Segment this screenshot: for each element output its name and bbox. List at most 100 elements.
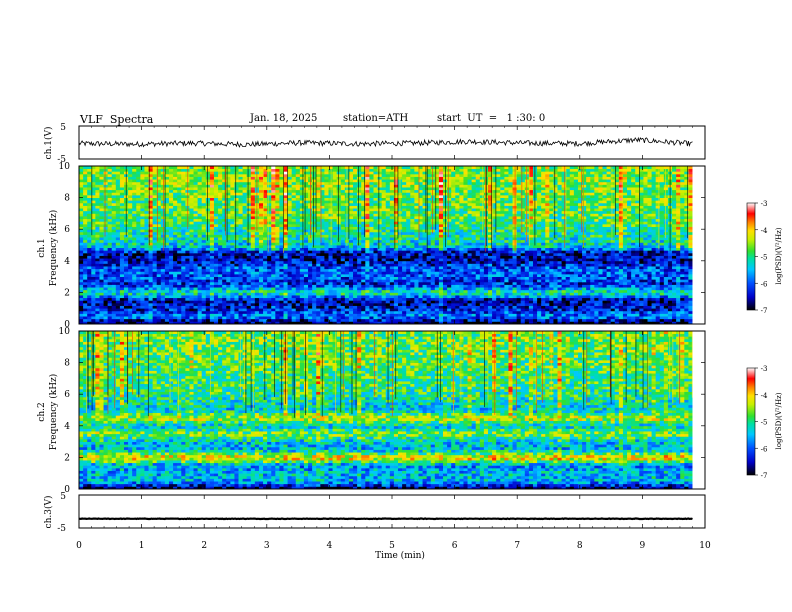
spectrogram-cell <box>79 266 84 270</box>
spectrogram-cell <box>242 245 248 249</box>
spectrogram-cell <box>680 250 685 254</box>
spectrogram-cell <box>267 239 272 243</box>
spectrogram-cell <box>537 316 542 320</box>
spectrogram-cell <box>193 292 199 296</box>
spectrogram-cell <box>610 289 616 293</box>
spectrogram-cell <box>627 258 632 262</box>
spectrogram-cell <box>549 239 554 243</box>
spectrogram-cell <box>189 276 194 280</box>
spectrogram-cell <box>111 247 117 251</box>
spectrogram-cell <box>316 321 321 325</box>
spectrogram-cell <box>353 255 358 259</box>
spectrogram-cell <box>128 252 133 256</box>
spectrogram-cell <box>663 310 669 314</box>
spectrogram-cell <box>254 237 260 241</box>
spectrogram-cell <box>487 260 493 264</box>
spectrogram-cell <box>140 255 145 259</box>
spectrogram-cell <box>393 250 399 254</box>
spectrogram-cell <box>541 289 546 293</box>
spectrogram-cell <box>422 284 428 288</box>
spectrogram-cell <box>144 281 149 285</box>
spectrogram-cell <box>577 276 583 280</box>
spectrogram-cell <box>643 273 648 277</box>
spectrogram-cell <box>635 245 640 249</box>
spectrogram-cell <box>258 247 264 251</box>
spectrogram-cell <box>487 252 493 256</box>
spectrogram-cell <box>267 245 272 249</box>
spectrogram-cell <box>610 321 616 325</box>
spectrogram-cell <box>91 281 96 285</box>
spectrogram-cell <box>344 281 350 285</box>
spectrogram-cell <box>320 281 325 285</box>
spectrogram-cell <box>168 289 174 293</box>
spectrogram-cell <box>140 302 145 306</box>
spectrogram-cell <box>569 297 575 301</box>
spectrogram-cell <box>418 279 423 283</box>
spectrogram-cell <box>160 242 166 246</box>
spectrogram-cell <box>651 245 657 249</box>
spectrogram-cell <box>91 276 96 280</box>
spectrogram-cell <box>283 305 288 309</box>
spectrogram-cell <box>168 237 174 241</box>
spectrogram-cell <box>557 316 562 320</box>
spectrogram-cell <box>152 316 158 320</box>
spectrogram-cell <box>475 263 481 267</box>
spectrogram-cell <box>532 295 538 299</box>
spectrogram-cell <box>455 258 460 262</box>
spectrogram-cell <box>234 302 239 306</box>
spectrogram-cell <box>173 247 178 251</box>
spectrogram-cell <box>107 284 113 288</box>
spectrogram-cell <box>160 260 166 264</box>
spectrogram-cell <box>667 287 673 291</box>
spectrogram-cell <box>438 260 444 264</box>
spectrogram-cell <box>676 255 681 259</box>
spectrogram-cell <box>385 273 391 277</box>
spectrogram-cell <box>463 313 468 317</box>
spectrogram-cell <box>496 308 501 312</box>
spectrogram-cell <box>622 308 628 312</box>
spectrogram-cell <box>426 258 432 262</box>
spectrogram-cell <box>598 308 603 312</box>
spectrogram-cell <box>684 260 689 264</box>
spectrogram-cell <box>680 276 685 280</box>
spectrogram-cell <box>610 266 616 270</box>
spectrogram-cell <box>148 302 154 306</box>
spectrogram-cell <box>655 263 661 267</box>
spectrogram-cell <box>344 295 350 299</box>
spectrogram-cell <box>500 242 505 246</box>
spectrogram-cell <box>316 292 321 296</box>
spectrogram-cell <box>663 297 669 301</box>
spectrogram-cell <box>471 237 477 241</box>
spectrogram-cell <box>631 316 636 320</box>
spectrogram-cell <box>107 247 113 251</box>
spectrogram-cell <box>393 289 399 293</box>
spectrogram-cell <box>602 318 607 322</box>
spectrogram-cell <box>622 266 628 270</box>
spectrogram-cell <box>177 316 182 320</box>
spectrogram-cell <box>226 321 231 325</box>
spectrogram-cell <box>479 247 485 251</box>
spectrogram-cell <box>655 239 661 243</box>
spectrogram-cell <box>500 284 505 288</box>
spectrogram-cell <box>577 302 583 306</box>
spectrogram-cell <box>663 239 669 243</box>
spectrogram-cell <box>582 237 587 241</box>
spectrogram-cell <box>291 258 297 262</box>
spectrogram-cell <box>344 273 350 277</box>
spectrogram-cell <box>353 295 358 299</box>
spectrogram-cell <box>250 239 256 243</box>
spectrogram-cell <box>226 308 231 312</box>
spectrogram-cell <box>209 250 215 254</box>
spectrogram-cell <box>83 318 88 322</box>
spectrogram-cell <box>471 318 477 322</box>
spectrogram-cell <box>381 295 387 299</box>
spectrogram-cell <box>651 316 657 320</box>
spectrogram-cell <box>418 260 423 264</box>
spectrogram-cell <box>385 321 391 325</box>
spectrogram-cell <box>659 313 665 317</box>
spectrogram-cell <box>83 292 88 296</box>
spectrogram-cell <box>614 308 620 312</box>
spectrogram-cell <box>263 318 268 322</box>
spectrogram-cell <box>164 258 170 262</box>
spectrogram-cell <box>115 321 121 325</box>
